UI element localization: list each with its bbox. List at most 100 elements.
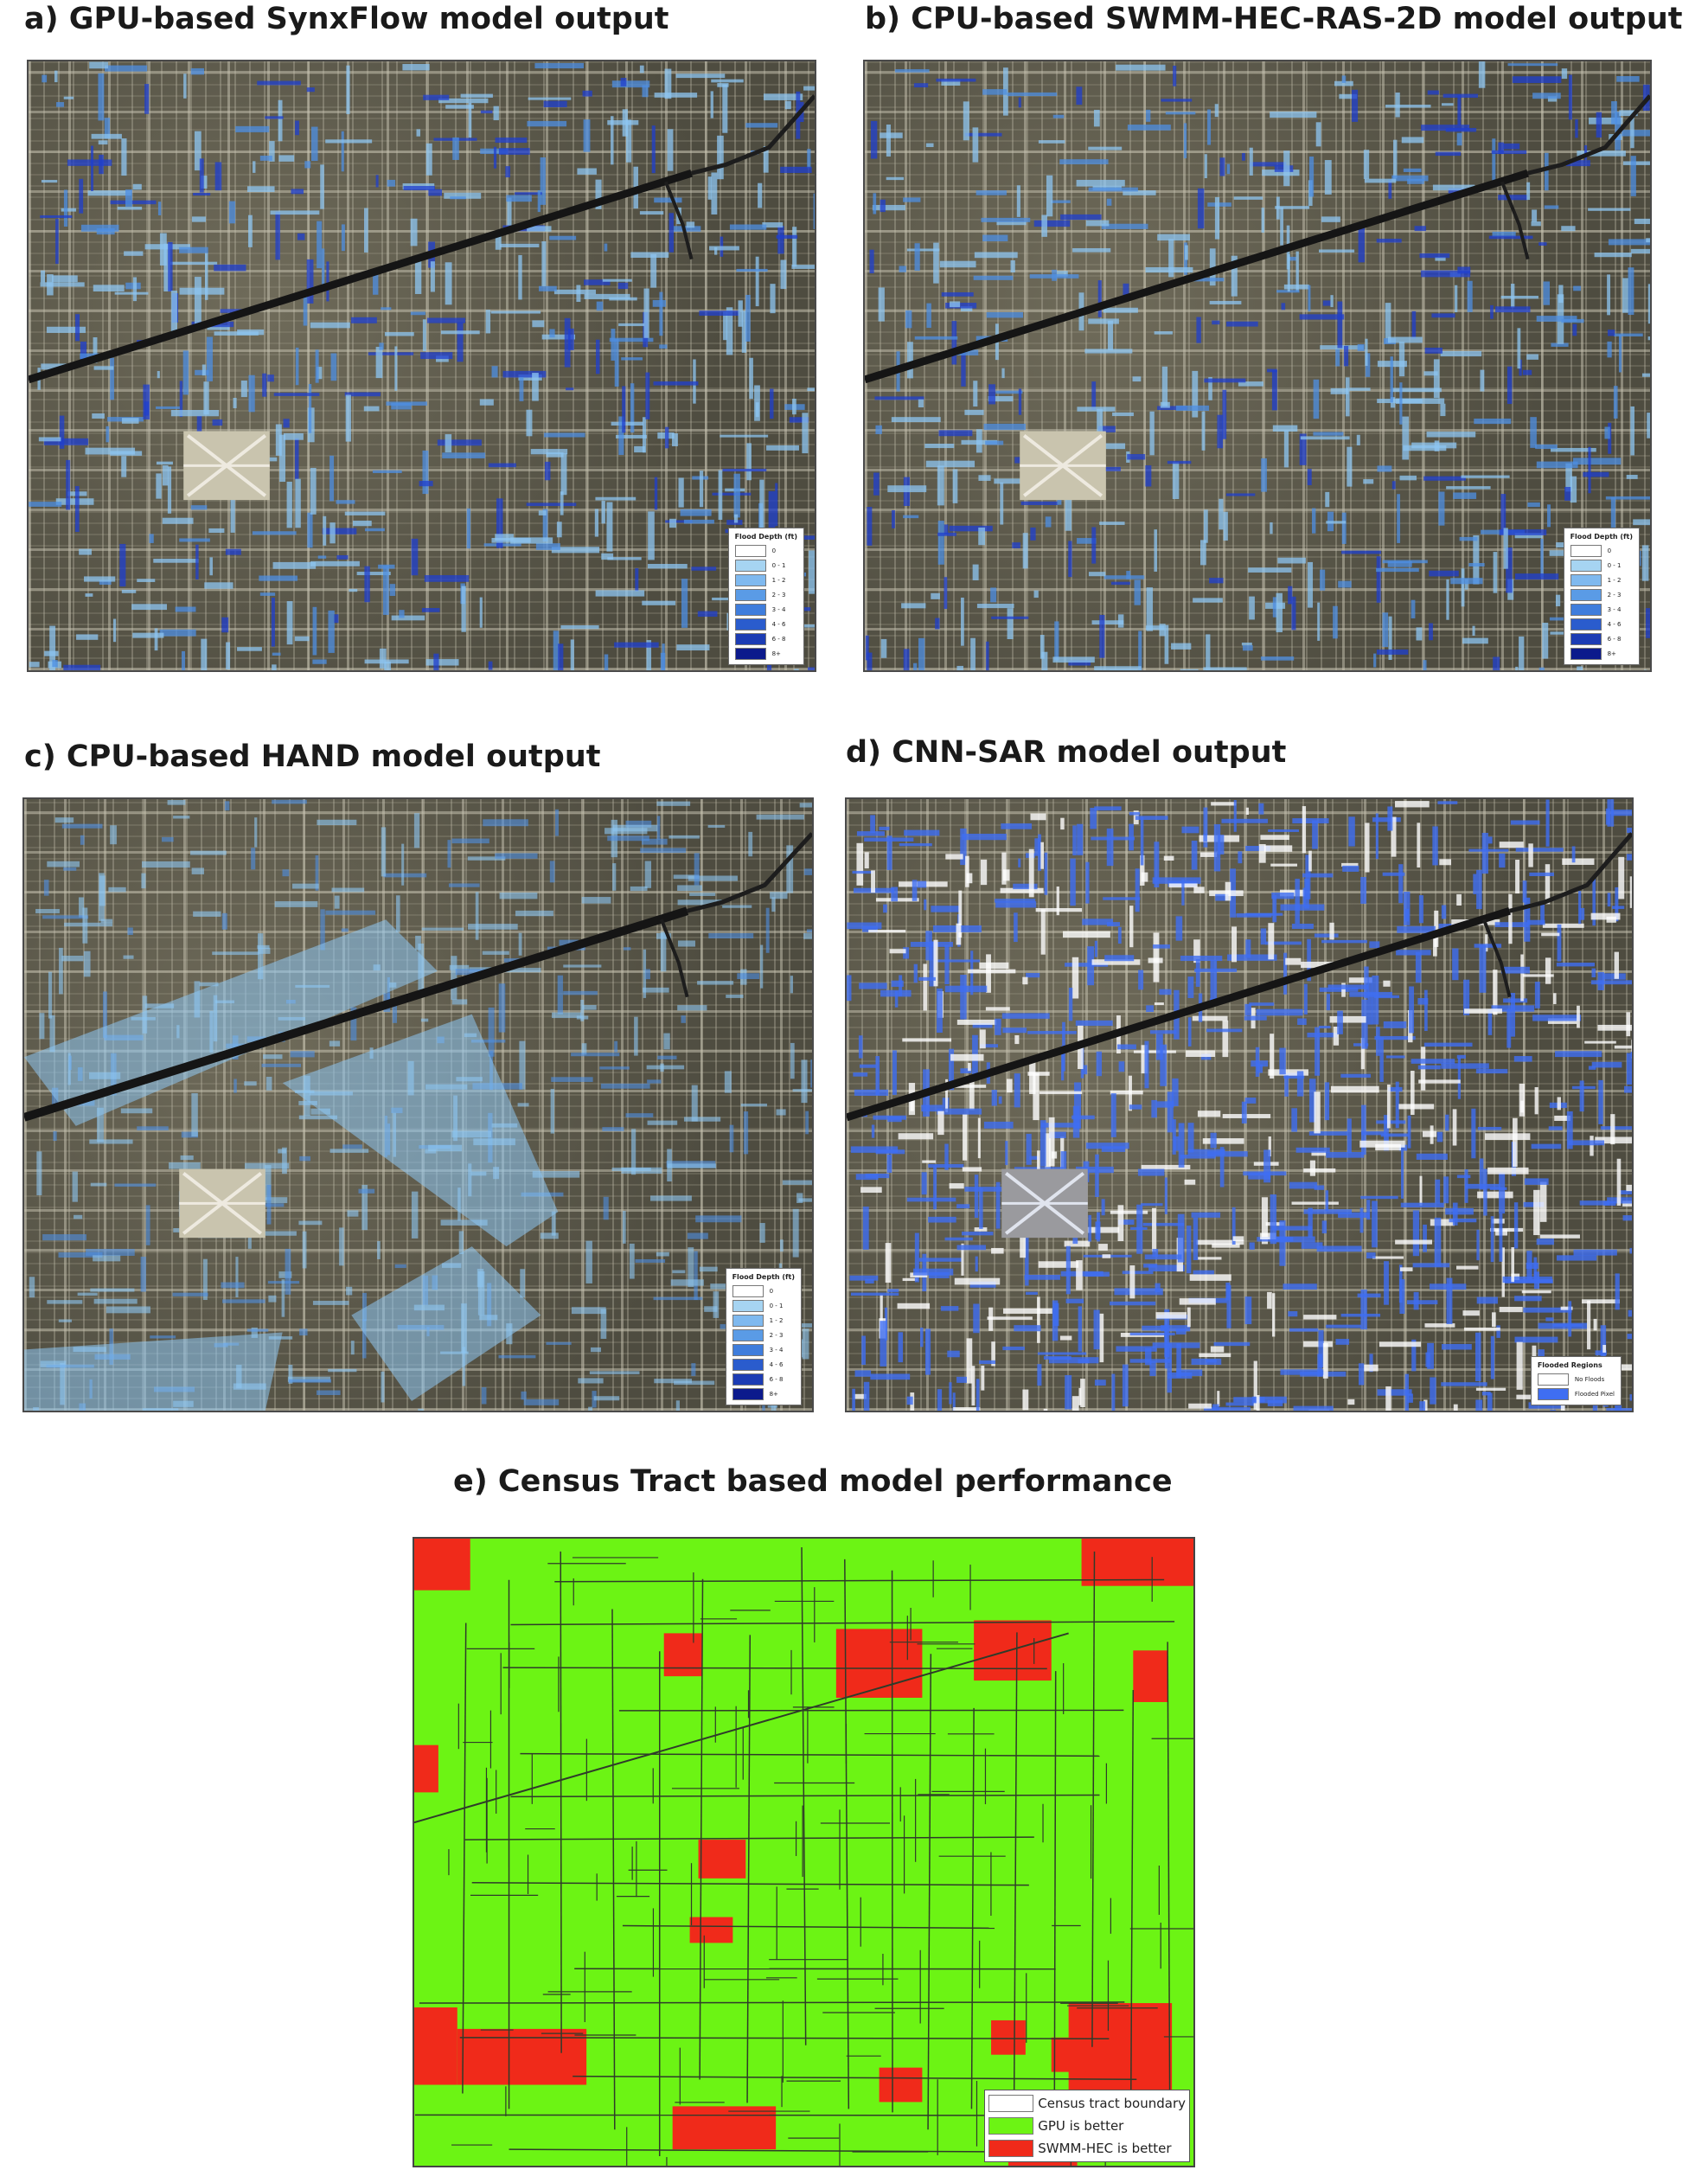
flood-patch	[540, 157, 546, 205]
flood-patch	[424, 575, 470, 582]
flood-patch	[179, 381, 183, 418]
flood-patch	[961, 1243, 964, 1276]
flood-patch	[1312, 508, 1316, 534]
flood-patch	[937, 988, 943, 1033]
flood-patch	[1297, 1018, 1307, 1026]
flood-patch	[1535, 444, 1558, 450]
flood-patch	[1152, 1207, 1156, 1252]
flood-patch	[180, 1155, 194, 1161]
flood-patch	[445, 434, 452, 453]
flood-patch	[1444, 1114, 1449, 1131]
flood-patch	[1283, 150, 1290, 187]
panel-a-flood-layer	[29, 61, 815, 670]
flood-patch	[1029, 274, 1079, 278]
flood-patch	[1412, 1210, 1420, 1257]
flood-patch	[1543, 281, 1551, 305]
flood-patch	[117, 207, 143, 210]
flood-patch	[1034, 838, 1040, 856]
flood-patch	[1001, 368, 1005, 379]
tract-swmm-better	[663, 1633, 703, 1677]
flood-patch	[680, 509, 712, 516]
flood-patch	[741, 310, 747, 353]
flood-patch	[1399, 475, 1417, 481]
flood-patch	[1545, 1317, 1554, 1322]
flood-patch	[1270, 863, 1298, 867]
flood-patch	[1641, 545, 1649, 581]
flood-patch	[323, 515, 327, 546]
flood-patch	[854, 1089, 889, 1096]
flood-patch	[1209, 578, 1224, 584]
flood-patch	[482, 951, 509, 955]
flood-patch	[1178, 1123, 1185, 1168]
flood-patch	[807, 149, 811, 169]
flood-patch	[952, 349, 979, 355]
flood-patch	[1434, 1217, 1442, 1267]
flood-patch	[1118, 1061, 1125, 1072]
flood-patch	[1285, 957, 1302, 965]
flood-patch	[623, 947, 631, 951]
flood-patch	[873, 472, 880, 496]
flood-patch	[445, 105, 474, 109]
flood-patch	[1547, 1018, 1577, 1024]
flood-patch	[956, 665, 963, 670]
flood-patch	[1399, 1279, 1405, 1315]
flood-patch	[322, 248, 325, 291]
flood-patch	[928, 1216, 956, 1223]
flood-patch	[310, 322, 350, 329]
legend-label: 1 - 2	[769, 1316, 784, 1324]
flood-patch	[1338, 580, 1352, 588]
flood-patch	[551, 547, 600, 554]
flood-patch	[1631, 1040, 1632, 1059]
flood-patch	[904, 829, 940, 836]
flood-patch	[1112, 412, 1134, 417]
flood-patch	[921, 1104, 943, 1112]
legend-item: No Floods	[1537, 1372, 1615, 1386]
flood-patch	[852, 1388, 855, 1411]
flood-patch	[1463, 979, 1470, 1015]
flood-patch	[1487, 836, 1493, 844]
flood-patch	[1284, 1075, 1289, 1097]
flood-patch	[1377, 465, 1392, 472]
flood-patch	[202, 1258, 208, 1301]
flood-patch	[875, 425, 882, 434]
flood-patch	[1052, 1303, 1059, 1327]
flood-patch	[722, 84, 728, 133]
flood-patch	[901, 603, 926, 609]
flood-patch	[1578, 891, 1582, 925]
flood-patch	[468, 924, 518, 930]
flood-patch	[1614, 951, 1619, 979]
flood-patch	[214, 264, 246, 272]
flood-patch	[1456, 132, 1462, 146]
flood-patch	[315, 855, 319, 891]
flood-patch	[677, 1005, 707, 1011]
flood-patch	[1263, 1149, 1271, 1183]
flood-patch	[867, 507, 873, 546]
flood-patch	[1207, 1151, 1248, 1157]
flood-patch	[1325, 491, 1330, 508]
highway	[1509, 832, 1632, 913]
flood-patch	[1093, 1309, 1100, 1350]
flood-patch	[1213, 824, 1221, 872]
flood-patch	[863, 1381, 870, 1411]
flood-patch	[345, 394, 351, 442]
flood-patch	[1276, 1236, 1315, 1243]
flood-patch	[1515, 848, 1564, 852]
flood-patch	[675, 74, 726, 79]
flood-patch	[346, 1286, 353, 1296]
flood-patch	[1072, 825, 1077, 856]
flood-patch	[978, 475, 991, 481]
legend-item: 6 - 8	[1570, 631, 1633, 646]
flood-patch	[112, 618, 117, 643]
flood-patch	[1233, 196, 1263, 200]
flood-patch	[1191, 841, 1198, 870]
flood-patch	[938, 430, 973, 437]
flood-patch	[272, 652, 281, 656]
flood-patch	[346, 65, 350, 114]
flood-patch	[1041, 651, 1048, 670]
flood-patch	[1515, 666, 1519, 670]
flood-patch	[1096, 1051, 1103, 1077]
flood-patch	[1179, 1298, 1216, 1305]
flood-patch	[1300, 436, 1350, 440]
